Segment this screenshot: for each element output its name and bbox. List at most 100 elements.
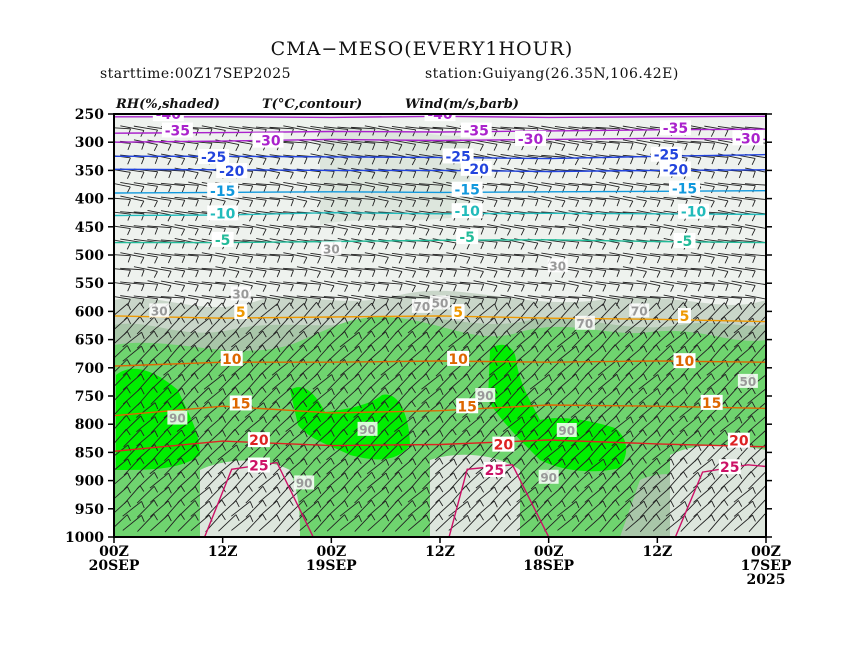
rh-label-bg	[574, 315, 595, 330]
wind-barb-feather	[589, 256, 593, 264]
wind-barb-feather	[384, 373, 389, 380]
wind-barb	[503, 372, 521, 391]
wind-barb	[120, 195, 144, 202]
wind-barb-feather	[710, 429, 715, 436]
wind-barb	[296, 139, 321, 146]
wind-barb	[147, 280, 172, 287]
wind-barb-feather	[615, 302, 620, 309]
wind-barb-feather	[317, 514, 322, 522]
wind-barb-feather	[533, 443, 539, 450]
wind-barb	[721, 386, 739, 406]
wind-barb-feather	[154, 186, 158, 193]
wind-barb-feather	[235, 331, 240, 338]
contour-label-bg	[700, 394, 723, 410]
wind-barb-feather	[602, 514, 607, 522]
wind-barb	[625, 387, 644, 405]
wind-barb-feather	[182, 170, 186, 178]
wind-barb	[133, 211, 158, 214]
wind-barb	[490, 316, 508, 335]
wind-barb	[299, 345, 319, 362]
wind-barb	[584, 373, 603, 391]
wind-barb-feather	[548, 171, 552, 179]
wind-barb-feather	[670, 285, 675, 292]
wind-barb-feather	[127, 143, 131, 151]
wind-barb	[568, 296, 593, 299]
wind-barb	[339, 501, 360, 517]
wind-barb	[378, 295, 403, 300]
wind-barb-feather	[683, 302, 688, 309]
wind-barb-feather	[439, 270, 444, 278]
wind-barb-feather	[480, 227, 485, 235]
wind-barb-feather	[506, 485, 512, 493]
wind-barb-feather	[302, 386, 308, 394]
wind-barb	[599, 485, 616, 504]
wind-barb-feather	[479, 316, 485, 324]
wind-barb-feather	[656, 430, 661, 437]
wind-barb	[554, 225, 579, 229]
wind-barb	[473, 252, 498, 258]
wind-barb	[500, 167, 525, 174]
wind-barb	[652, 444, 672, 461]
wind-barb	[663, 224, 688, 230]
wind-barb-feather	[534, 401, 539, 409]
temperature-label: 20	[249, 433, 269, 449]
wind-barb-feather	[750, 302, 756, 309]
wind-barb-feather	[656, 285, 661, 293]
temperature-label: 5	[236, 305, 246, 321]
wind-barb	[188, 224, 212, 230]
wind-barb-feather	[262, 500, 267, 507]
wind-barb	[191, 387, 210, 405]
temperature-label: 5	[453, 305, 463, 321]
wind-barb	[598, 443, 617, 462]
wind-barb-feather	[411, 344, 417, 352]
wind-barb-feather	[507, 388, 512, 395]
wind-barb	[378, 195, 403, 202]
wind-barb	[366, 458, 387, 475]
wind-barb-feather	[683, 429, 688, 437]
wind-barb-feather	[343, 428, 348, 436]
wind-barb	[204, 457, 223, 476]
wind-barb	[503, 330, 522, 349]
wind-barb-feather	[670, 486, 675, 494]
wind-barb-feather	[140, 242, 145, 250]
wind-barb	[285, 303, 305, 320]
wind-barb-feather	[126, 414, 131, 422]
wind-barb	[313, 513, 331, 533]
wind-barb-feather	[397, 499, 403, 506]
wind-barb	[486, 266, 511, 272]
wind-barb-feather	[412, 486, 417, 493]
wind-barb	[476, 415, 494, 434]
wind-barb-feather	[615, 471, 620, 479]
wind-barb	[418, 196, 443, 201]
contour-label-bg	[152, 114, 184, 122]
wind-barb-feather	[412, 214, 416, 222]
wind-barb	[150, 415, 168, 434]
rh-label: 30	[232, 287, 249, 301]
wind-barb	[595, 181, 620, 188]
wind-barb-feather	[587, 386, 593, 393]
wind-barb	[114, 514, 128, 528]
wind-barb	[367, 317, 387, 334]
wind-barb-feather	[330, 200, 335, 208]
wind-barb	[720, 330, 739, 349]
wind-barb	[473, 196, 498, 201]
wind-barb	[704, 266, 729, 272]
wind-barb-feather	[344, 303, 349, 311]
wind-barb	[581, 126, 606, 130]
wind-barb-feather	[453, 255, 457, 263]
wind-barb-feather	[167, 285, 172, 293]
wind-barb	[114, 458, 129, 471]
wind-barb	[690, 252, 715, 258]
wind-barb	[680, 330, 698, 349]
wind-barb-feather	[506, 457, 512, 465]
wind-barb-feather	[357, 157, 362, 165]
wind-barb	[313, 316, 331, 335]
wind-barb-feather	[181, 158, 186, 165]
wind-barb-feather	[222, 269, 227, 277]
wind-barb	[663, 196, 688, 201]
wind-barb	[242, 253, 267, 257]
wind-barb-feather	[560, 414, 566, 422]
wind-barb	[232, 457, 250, 476]
wind-barb	[296, 281, 321, 285]
wind-barb	[625, 317, 645, 334]
